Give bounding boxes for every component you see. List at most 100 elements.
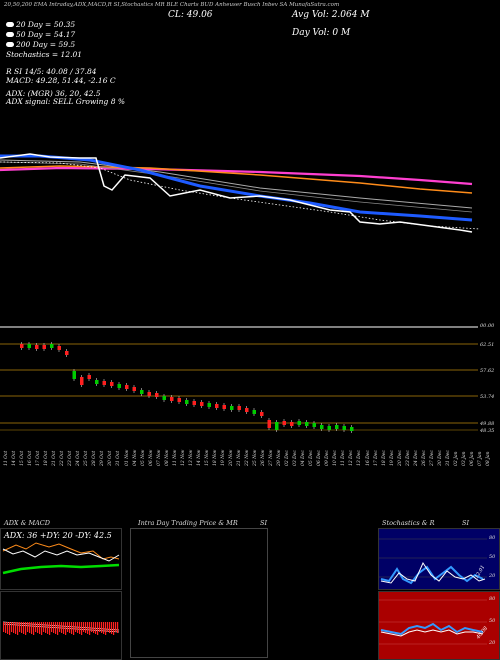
date-label: 11 Oct (4, 450, 9, 466)
candle (57, 346, 61, 350)
date-label: 25 Nov (253, 449, 259, 466)
price-axis-top: 00.00 (480, 323, 495, 329)
macd-bar (107, 622, 109, 632)
rsi-blue-line (380, 622, 484, 636)
macd-bar (69, 622, 71, 633)
ema-chart (0, 153, 481, 233)
rsi-lines (379, 599, 487, 645)
date-label: 06 Jan (469, 451, 475, 466)
date-label: 02 Jan (453, 451, 459, 466)
adx-panel: ADX: 36 +DY: 20 -DY: 42.5 (0, 528, 122, 590)
date-label: 27 Nov (269, 449, 275, 466)
macd-bar (7, 622, 9, 634)
date-label: 17 Oct (36, 450, 42, 466)
macd-bar (109, 622, 111, 633)
adx-orange-line (2, 542, 120, 560)
macd-bar (19, 622, 21, 632)
price-level-3: 53.74 (480, 394, 495, 400)
macd-bar (63, 622, 65, 634)
ema-grey-line-1 (0, 159, 473, 209)
stoch-scale-80: 80 (489, 535, 496, 541)
date-label: 04 Nov (132, 449, 138, 466)
macd-bar (11, 622, 13, 632)
macd-bar (85, 622, 87, 633)
legend-dot-white-icon (6, 22, 14, 27)
macd-bar (51, 622, 53, 632)
date-label: 05 Nov (140, 449, 146, 466)
ema200-legend: 200 Day = 59.5 (6, 40, 75, 49)
date-label: 19 Dec (389, 450, 395, 466)
stoch-blue-line (380, 565, 484, 585)
rsi-legend: R SI 14/5: 40.08 / 37.84 (6, 67, 97, 76)
candle (147, 392, 151, 396)
macd-bar (23, 622, 25, 634)
candle (20, 344, 24, 348)
candle (267, 420, 271, 428)
macd-bar (37, 622, 39, 633)
ema20-legend: 20 Day = 50.35 (6, 20, 75, 29)
date-label: 12 Nov (180, 449, 186, 466)
macd-bar (31, 622, 33, 634)
stoch-panel-si: SI (462, 519, 470, 527)
macd-legend: MACD: 49.28, 51.44, -2.16 C (6, 76, 116, 85)
adx-legend: ADX: (MGR) 36, 20, 42.5 (6, 89, 101, 98)
date-axis: 11 Oct 14 Oct 15 Oct 16 Oct 17 Oct 18 Oct 21 O… (0, 434, 500, 506)
macd-bar (39, 622, 41, 634)
date-label: 03 Dec (293, 450, 299, 466)
macd-bar (99, 622, 101, 632)
macd-bar (105, 622, 107, 635)
price-level-5: 48.35 (480, 428, 495, 434)
date-label: 06 Dec (317, 450, 323, 466)
ema200-line (0, 166, 473, 186)
rsi-scale-80: 80 (489, 596, 496, 602)
candle (327, 426, 331, 430)
date-label: 31 Oct (116, 450, 122, 466)
date-label: 23 Dec (405, 450, 411, 466)
stochastics-panel: 80 50 20 12.01 (378, 528, 500, 590)
candle (192, 401, 196, 405)
stoch-lines (379, 538, 487, 585)
candle (252, 410, 256, 414)
macd-bar (9, 622, 11, 635)
rsi-white-line (380, 629, 484, 637)
candle (27, 344, 31, 348)
candle (177, 398, 181, 402)
date-label: 21 Nov (236, 449, 242, 466)
macd-bar (87, 622, 89, 634)
adx-values-text: ADX: 36 +DY: 20 -DY: 42.5 (4, 531, 112, 540)
date-label: 13 Dec (357, 450, 363, 466)
macd-bar (35, 622, 37, 632)
macd-bar (41, 622, 43, 635)
candle (170, 397, 174, 401)
macd-bar (57, 622, 59, 635)
candle (342, 426, 346, 430)
macd-bar (3, 622, 5, 632)
candle (305, 422, 309, 426)
macd-bar (43, 622, 45, 632)
date-label: 29 Oct (100, 450, 106, 466)
macd-bar (81, 622, 83, 635)
date-label: 01 Nov (124, 449, 130, 466)
stoch-scale-20: 20 (489, 573, 496, 579)
candle (95, 380, 99, 384)
candle (245, 408, 249, 412)
candle (222, 405, 226, 409)
candle (125, 385, 129, 389)
candle (80, 377, 84, 385)
macd-bar (101, 622, 103, 633)
legend-dot-white-icon (6, 32, 14, 37)
date-label: 30 Oct (108, 450, 114, 466)
macd-bar (83, 622, 85, 632)
avg-volume-label: Avg Vol: 2.064 M (292, 10, 370, 20)
date-label: 07 Jan (477, 451, 483, 466)
chart-header-line: 20,50,200 EMA Intraday,ADX,MACD,R SI,Sto… (4, 2, 340, 8)
date-label: 26 Dec (421, 450, 427, 466)
macd-bar (95, 622, 97, 634)
date-label: 11 Nov (172, 449, 178, 466)
candle (50, 344, 54, 348)
price-dotted-line (0, 161, 481, 230)
price-level-1: 62.51 (480, 342, 495, 348)
candle (110, 382, 114, 386)
candle (42, 345, 46, 349)
macd-bar (77, 622, 79, 633)
